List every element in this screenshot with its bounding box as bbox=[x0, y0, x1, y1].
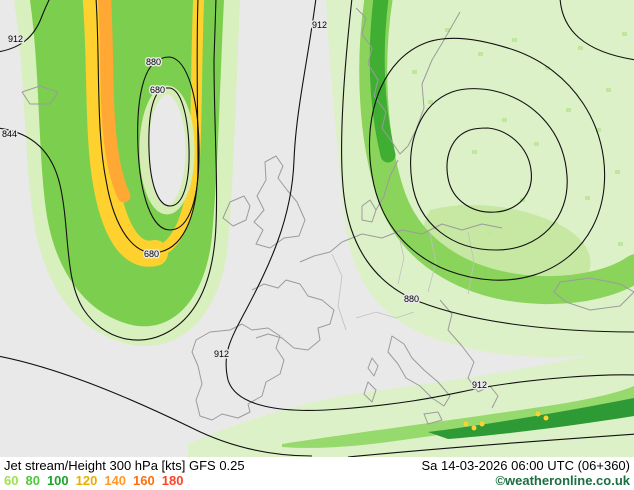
contour-labels: 912 880 680 844 680 912 880 912 912 bbox=[1, 19, 489, 392]
jet-band-left-orange bbox=[98, 0, 131, 203]
legend-value: 80 bbox=[25, 473, 40, 488]
contour-label: 680 bbox=[144, 249, 159, 259]
legend-value: 160 bbox=[133, 473, 155, 488]
contour-label: 880 bbox=[404, 294, 419, 304]
copyright: ©weatheronline.co.uk bbox=[495, 473, 630, 488]
coastlines bbox=[21, 7, 634, 425]
legend-value: 100 bbox=[46, 473, 69, 488]
contour-label: 680 bbox=[150, 85, 165, 95]
jet-area-bottom-green bbox=[282, 386, 634, 448]
speed-legend: 60 80 100 120 140 160 180 bbox=[4, 473, 190, 488]
legend-value: 60 bbox=[4, 473, 19, 488]
map-title: Jet stream/Height 300 hPa [kts] GFS 0.25 bbox=[4, 458, 245, 473]
contour-label: 912 bbox=[312, 20, 327, 30]
height-contours bbox=[0, 0, 634, 457]
contour-label: 880 bbox=[146, 57, 161, 67]
jet-eye-gray bbox=[139, 85, 195, 215]
legend-value: 120 bbox=[75, 473, 98, 488]
contour-label: 844 bbox=[2, 129, 17, 139]
jet-band-right-darkgreen bbox=[369, 0, 396, 163]
jet-area-bottom-darkgreen bbox=[428, 398, 634, 439]
contour-label: 912 bbox=[214, 349, 229, 359]
jet-bottom-yellow-specks bbox=[463, 411, 549, 431]
contour-label: 912 bbox=[8, 34, 23, 44]
contour-label: 912 bbox=[472, 380, 487, 390]
legend-value: 180 bbox=[161, 473, 184, 488]
weather-map: 912 880 680 844 680 912 880 912 912 bbox=[0, 0, 634, 457]
country-borders bbox=[331, 231, 475, 331]
valid-time: Sa 14-03-2026 06:00 UTC (06+360) bbox=[421, 458, 631, 473]
legend-value: 140 bbox=[104, 473, 127, 488]
caption-bar: Jet stream/Height 300 hPa [kts] GFS 0.25… bbox=[0, 457, 634, 490]
